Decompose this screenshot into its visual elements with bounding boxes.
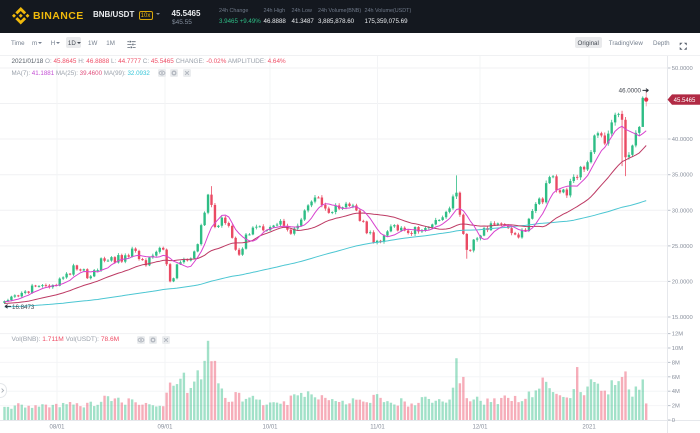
svg-text:20.0000: 20.0000: [672, 279, 693, 285]
svg-text:10M: 10M: [672, 346, 683, 352]
svg-text:10/01: 10/01: [262, 425, 278, 431]
svg-text:12M: 12M: [672, 332, 683, 338]
svg-text:30.0000: 30.0000: [672, 208, 693, 214]
svg-text:46.0000: 46.0000: [619, 88, 642, 95]
svg-text:45.5465: 45.5465: [674, 98, 696, 104]
svg-text:6M: 6M: [672, 375, 680, 381]
svg-text:2021: 2021: [582, 425, 596, 431]
svg-text:50.0000: 50.0000: [672, 66, 693, 72]
svg-text:15.0000: 15.0000: [672, 315, 693, 321]
svg-text:16.8473: 16.8473: [12, 304, 35, 311]
svg-text:11/01: 11/01: [370, 425, 385, 431]
svg-text:35.0000: 35.0000: [672, 173, 693, 179]
svg-text:40.0000: 40.0000: [672, 137, 693, 143]
svg-text:09/01: 09/01: [157, 425, 173, 431]
svg-text:4M: 4M: [672, 389, 680, 395]
svg-text:25.0000: 25.0000: [672, 244, 693, 250]
svg-text:0: 0: [672, 418, 675, 424]
svg-text:2M: 2M: [672, 404, 680, 410]
svg-text:12/01: 12/01: [472, 425, 488, 431]
svg-text:08/01: 08/01: [49, 425, 65, 431]
svg-text:8M: 8M: [672, 360, 680, 366]
